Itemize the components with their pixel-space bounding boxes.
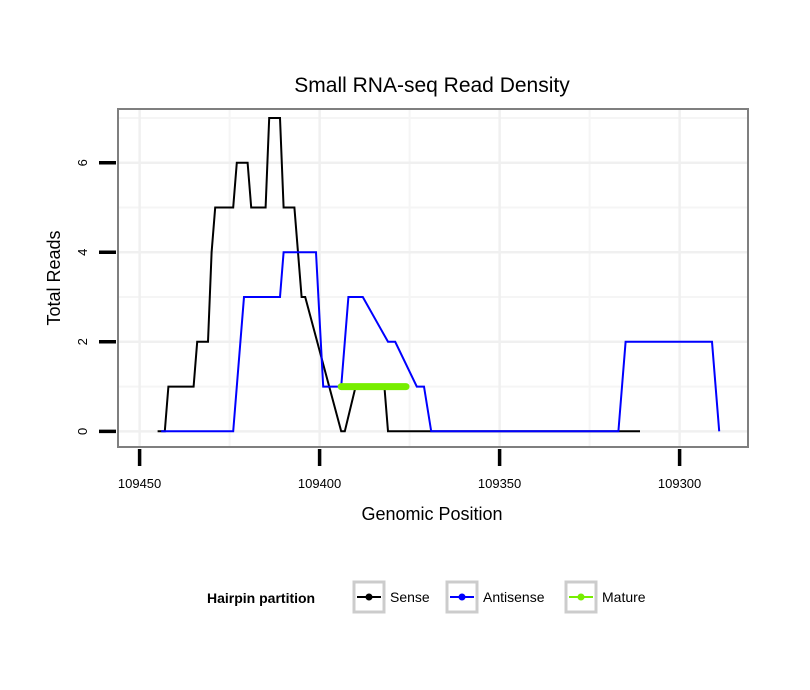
y-tick-label: 2: [75, 338, 90, 345]
y-tick-label: 6: [75, 159, 90, 166]
legend-item-sense: Sense: [352, 580, 430, 614]
series-lines: [157, 117, 721, 433]
legend: Sense Antisense Mature: [352, 580, 646, 614]
x-axis: 109450 109400 109350 109300: [118, 449, 701, 491]
y-tick-label: 4: [75, 249, 90, 256]
legend-label: Antisense: [483, 589, 545, 605]
y-axis: 0 2 4 6: [75, 159, 116, 435]
legend-label: Sense: [390, 589, 430, 605]
legend-item-antisense: Antisense: [445, 580, 545, 614]
plot-panel: [118, 109, 748, 447]
x-axis-title: Genomic Position: [361, 504, 502, 524]
legend-key-point: [577, 593, 585, 601]
legend-label: Mature: [602, 589, 646, 605]
series-line-sense: [157, 117, 640, 433]
legend-key-point: [365, 593, 373, 601]
x-tick-label: 109450: [118, 476, 161, 491]
series-line-antisense: [161, 251, 721, 433]
plot-border: [117, 108, 749, 448]
y-axis-title: Total Reads: [44, 230, 64, 325]
legend-item-mature: Mature: [564, 580, 646, 614]
legend-title: Hairpin partition: [207, 590, 315, 606]
y-tick-label: 0: [75, 428, 90, 435]
x-tick-label: 109300: [658, 476, 701, 491]
x-tick-label: 109350: [478, 476, 521, 491]
chart-title: Small RNA-seq Read Density: [294, 74, 570, 97]
x-tick-label: 109400: [298, 476, 341, 491]
legend-key-point: [458, 593, 466, 601]
